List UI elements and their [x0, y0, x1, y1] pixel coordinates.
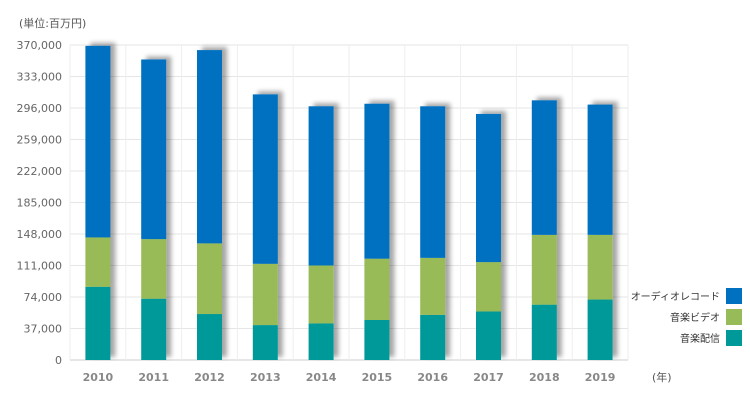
bar-segment [85, 237, 111, 287]
bar-segment [531, 100, 557, 235]
bar-segment [85, 45, 111, 238]
x-tick-label: 2011 [138, 371, 169, 384]
y-tick-label: 370,000 [17, 39, 63, 52]
bar-segment [420, 106, 446, 258]
y-tick-label: 0 [55, 354, 62, 367]
x-unit-label: (年) [652, 370, 672, 384]
bar-segment [364, 258, 390, 320]
x-tick-label: 2019 [585, 371, 616, 384]
bar-segment [141, 59, 167, 240]
x-tick-label: 2015 [362, 371, 393, 384]
y-tick-label: 111,000 [17, 260, 63, 273]
bar-stack-2015 [364, 103, 390, 360]
legend-swatch [726, 309, 742, 325]
bar-segment [364, 103, 390, 259]
x-tick-label: 2017 [473, 371, 504, 384]
bar-segment [308, 265, 334, 324]
y-tick-label: 37,000 [24, 323, 63, 336]
bar-segment [531, 304, 557, 360]
bar-segment [197, 50, 222, 244]
bar-segment [85, 286, 111, 360]
x-tick-label: 2014 [306, 371, 337, 384]
x-tick-label: 2010 [83, 371, 114, 384]
bar-segment [587, 299, 613, 360]
x-tick-label: 2016 [417, 371, 448, 384]
y-tick-label: 333,000 [17, 71, 63, 84]
bar-stack-2019 [587, 104, 613, 360]
bar-stack-2010 [85, 45, 111, 360]
bar-segment [476, 311, 501, 360]
y-tick-label: 74,000 [24, 291, 63, 304]
bar-stack-2018 [531, 100, 557, 360]
bar-segment [252, 94, 278, 264]
bar-segment [476, 113, 501, 263]
bar-segment [141, 239, 167, 299]
bar-segment [197, 314, 222, 360]
bar-segment [141, 298, 167, 360]
bar-stack-2012 [197, 50, 222, 360]
bar-stack-2016 [420, 106, 446, 360]
bar-segment [252, 263, 278, 326]
legend-label: 音楽配信 [680, 332, 720, 345]
y-tick-label: 259,000 [17, 134, 63, 147]
bar-segment [364, 319, 390, 360]
bar-segment [252, 325, 278, 360]
bar-segment [197, 243, 222, 315]
bar-segment [308, 106, 334, 266]
bar-stack-2013 [252, 94, 278, 360]
y-tick-label: 148,000 [17, 228, 63, 241]
bar-stack-2011 [141, 59, 167, 360]
y-tick-label: 222,000 [17, 165, 63, 178]
bar-segment [587, 234, 613, 300]
legend-swatch [726, 330, 742, 346]
bar-stack-2017 [476, 113, 501, 360]
y-axis-ticks: 0 37,000 74,000 111,000 148,000 185,000 222,00… [17, 39, 63, 367]
legend-swatch [726, 288, 742, 304]
x-tick-label: 2012 [194, 371, 225, 384]
bar-segment [531, 234, 557, 305]
bar-segment [420, 257, 446, 315]
x-tick-label: 2018 [529, 371, 560, 384]
legend-label: オーディオレコード [631, 290, 720, 303]
legend-label: 音楽ビデオ [670, 311, 720, 324]
x-tick-label: 2013 [250, 371, 281, 384]
y-tick-label: 185,000 [17, 197, 63, 210]
bar-stack-2014 [308, 106, 334, 360]
bar-segment [308, 323, 334, 360]
x-axis-ticks: 2010 2011 2012 2013 2014 2015 2016 2017 2018 2019 [83, 371, 616, 384]
bars [85, 45, 613, 360]
y-tick-label: 296,000 [17, 102, 63, 115]
bar-segment [476, 262, 501, 312]
y-unit-label: (単位:百万円) [19, 16, 86, 30]
bar-segment [420, 314, 446, 360]
bar-segment [587, 104, 613, 235]
